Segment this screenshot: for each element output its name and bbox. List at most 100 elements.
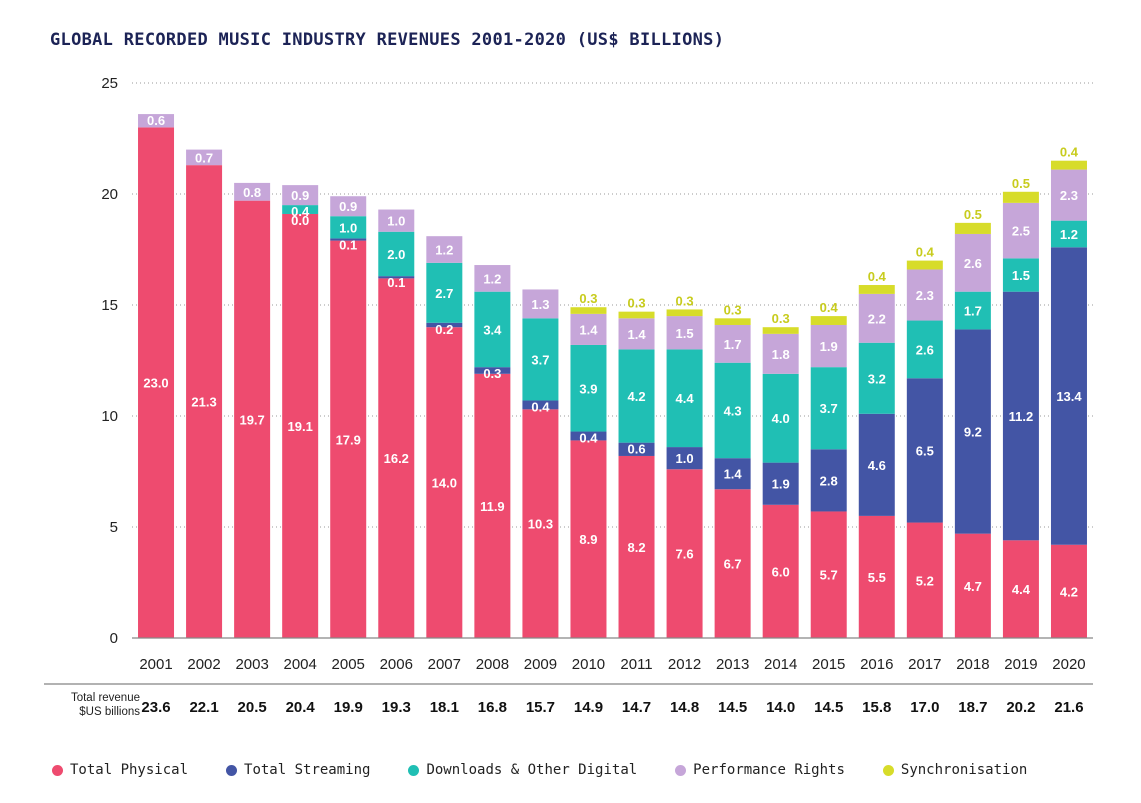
bar-segment bbox=[330, 196, 367, 217]
legend-label: Downloads & Other Digital bbox=[426, 762, 638, 778]
data-label: 4.6 bbox=[868, 458, 886, 473]
bar-segment bbox=[618, 311, 655, 319]
chart-title: GLOBAL RECORDED MUSIC INDUSTRY REVENUES … bbox=[50, 30, 725, 50]
legend-swatch bbox=[226, 764, 238, 776]
total-value: 17.0 bbox=[910, 699, 939, 716]
x-tick-label: 2007 bbox=[428, 656, 461, 673]
data-label: 8.9 bbox=[579, 532, 597, 547]
data-label: 0.9 bbox=[291, 188, 309, 203]
bar-segment bbox=[714, 489, 751, 638]
bar-segment bbox=[666, 349, 703, 448]
y-tick-label: 20 bbox=[101, 186, 118, 203]
total-value: 19.9 bbox=[334, 699, 363, 716]
data-label: 5.5 bbox=[868, 570, 886, 585]
bar-segment bbox=[522, 318, 559, 401]
bar-segment bbox=[954, 329, 991, 534]
data-label: 21.3 bbox=[191, 395, 216, 410]
data-label: 2.7 bbox=[435, 286, 453, 301]
bar-segment bbox=[810, 316, 847, 325]
data-label: 23.0 bbox=[143, 376, 168, 391]
bar-segment bbox=[522, 400, 559, 410]
bar-segment bbox=[762, 327, 799, 334]
data-label: 0.1 bbox=[387, 275, 405, 290]
data-label: 10.3 bbox=[528, 517, 553, 532]
data-label: 1.5 bbox=[1012, 268, 1030, 283]
data-label: 14.0 bbox=[432, 476, 457, 491]
bar-segment bbox=[378, 278, 415, 638]
data-label: 4.2 bbox=[627, 389, 645, 404]
bar-segment bbox=[474, 367, 511, 374]
legend-label: Total Physical bbox=[70, 762, 189, 778]
x-tick-label: 2017 bbox=[908, 656, 941, 673]
chart-legend: Total Physical Total Streaming Downloads &… bbox=[52, 760, 1065, 780]
total-value: 18.1 bbox=[430, 699, 459, 716]
legend-label: Synchronisation bbox=[900, 762, 1028, 778]
bar-segment bbox=[618, 318, 655, 350]
data-label: 0.4 bbox=[820, 300, 839, 315]
total-value: 14.5 bbox=[814, 699, 843, 716]
y-tick-label: 15 bbox=[101, 297, 118, 314]
bar-segment bbox=[666, 316, 703, 350]
data-label: 0.7 bbox=[195, 150, 213, 165]
bar-segment bbox=[714, 318, 751, 325]
bar-segment bbox=[858, 285, 895, 294]
bar-segment bbox=[618, 442, 655, 456]
bar-segment bbox=[234, 200, 271, 638]
data-label: 1.7 bbox=[964, 304, 982, 319]
x-tick-label: 2001 bbox=[139, 656, 172, 673]
totals-label-line2: $US billions bbox=[79, 706, 140, 718]
total-value: 23.6 bbox=[141, 699, 170, 716]
data-label: 2.6 bbox=[964, 256, 982, 271]
x-tick-label: 2010 bbox=[572, 656, 605, 673]
bar-segment bbox=[762, 333, 799, 374]
total-value: 21.6 bbox=[1054, 699, 1083, 716]
data-label: 4.3 bbox=[724, 403, 742, 418]
bar-segment bbox=[954, 533, 991, 638]
data-label: 2.6 bbox=[916, 342, 934, 357]
bar-segment bbox=[570, 344, 607, 432]
data-label: 1.0 bbox=[339, 220, 357, 235]
data-label: 17.9 bbox=[336, 432, 361, 447]
bar-segment bbox=[762, 504, 799, 638]
data-label: 6.5 bbox=[916, 443, 934, 458]
bar-segment bbox=[1050, 220, 1087, 248]
bar-segment bbox=[810, 449, 847, 512]
data-label: 0.6 bbox=[147, 113, 165, 128]
total-value: 15.7 bbox=[526, 699, 555, 716]
x-tick-label: 2014 bbox=[764, 656, 797, 673]
data-label: 19.1 bbox=[288, 419, 313, 434]
bar-segment bbox=[186, 165, 223, 638]
data-label: 2.0 bbox=[387, 247, 405, 262]
data-label: 6.7 bbox=[724, 557, 742, 572]
data-label: 1.4 bbox=[579, 322, 598, 337]
data-label: 1.4 bbox=[627, 327, 646, 342]
bar-segment bbox=[906, 320, 943, 379]
bar-segment bbox=[522, 409, 559, 638]
data-label: 1.2 bbox=[435, 243, 453, 258]
bar-segment bbox=[618, 349, 655, 443]
bar-segment bbox=[570, 440, 607, 638]
bar-segment bbox=[714, 458, 751, 490]
data-label: 4.7 bbox=[964, 579, 982, 594]
bar-segment bbox=[1002, 258, 1039, 292]
bar-segment bbox=[858, 293, 895, 343]
data-label: 5.2 bbox=[916, 573, 934, 588]
bar-segment bbox=[474, 265, 511, 292]
x-tick-label: 2020 bbox=[1052, 656, 1085, 673]
bar-segment bbox=[426, 236, 463, 263]
data-label: 19.7 bbox=[239, 412, 264, 427]
total-value: 16.8 bbox=[478, 699, 507, 716]
bar-segment bbox=[858, 413, 895, 516]
bar-segment bbox=[282, 205, 319, 214]
data-label: 3.7 bbox=[531, 352, 549, 367]
bar-segment bbox=[906, 522, 943, 638]
total-value: 20.5 bbox=[238, 699, 267, 716]
bar-segment bbox=[234, 182, 271, 201]
bar-segment bbox=[1050, 247, 1087, 545]
bar-segment bbox=[378, 231, 415, 277]
bar-segment bbox=[906, 260, 943, 270]
bar-segment bbox=[474, 291, 511, 368]
legend-item: Performance Rights bbox=[675, 762, 845, 778]
data-label: 3.4 bbox=[483, 322, 502, 337]
bar-segment bbox=[330, 240, 367, 638]
